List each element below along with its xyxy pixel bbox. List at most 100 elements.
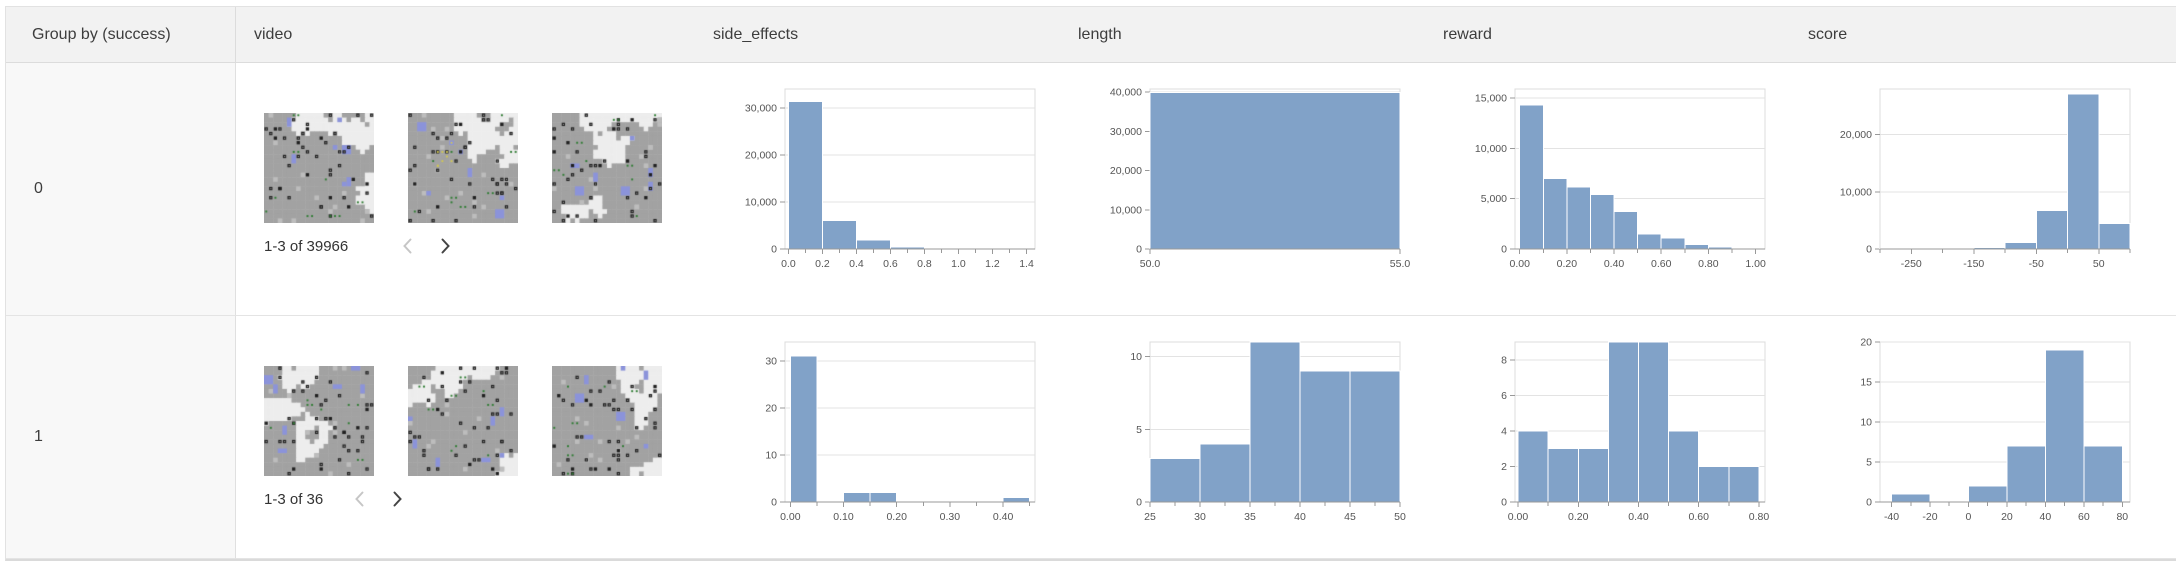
svg-text:0.20: 0.20 xyxy=(1557,258,1578,270)
svg-text:0.40: 0.40 xyxy=(1628,511,1649,523)
svg-text:80: 80 xyxy=(2116,511,2128,523)
video-cell: 1-3 of 39966 xyxy=(236,63,701,316)
column-header-length[interactable]: length xyxy=(1066,7,1431,63)
video-thumbnails xyxy=(264,366,701,476)
svg-text:40: 40 xyxy=(1294,511,1306,523)
svg-text:6: 6 xyxy=(1501,390,1507,402)
score-histogram-row-0[interactable]: 0 10,000 20,000 -250 -150 -50 50 xyxy=(1796,63,2176,316)
svg-text:0.60: 0.60 xyxy=(1689,511,1710,523)
next-page-button[interactable] xyxy=(386,488,408,510)
group-value-cell: 1 xyxy=(6,316,236,559)
video-cell: 1-3 of 36 xyxy=(236,316,701,559)
svg-text:0: 0 xyxy=(771,244,777,256)
video-thumbnail[interactable] xyxy=(408,366,518,476)
svg-text:20,000: 20,000 xyxy=(1110,165,1142,177)
svg-text:10: 10 xyxy=(1860,417,1872,429)
svg-text:10: 10 xyxy=(1130,351,1142,363)
pagination-label: 1-3 of 36 xyxy=(264,490,324,508)
svg-text:30,000: 30,000 xyxy=(745,102,777,114)
svg-text:30,000: 30,000 xyxy=(1110,126,1142,138)
histogram-chart: 0 5 10 15 20 -40 -20 0 20 40 60 80 xyxy=(1824,336,2140,533)
svg-text:10,000: 10,000 xyxy=(1110,204,1142,216)
chevron-right-icon xyxy=(441,238,450,254)
length-histogram-row-1[interactable]: 0 5 10 25 30 35 40 45 50 xyxy=(1066,316,1431,559)
svg-text:-40: -40 xyxy=(1884,511,1899,523)
svg-text:50: 50 xyxy=(2093,258,2105,270)
svg-text:4: 4 xyxy=(1501,425,1507,437)
reward-histogram-row-0[interactable]: 0 5,000 10,000 15,000 0.00 0.20 0.40 0.60 0.80 1.… xyxy=(1431,63,1796,316)
svg-text:0: 0 xyxy=(1136,244,1142,256)
svg-text:0.00: 0.00 xyxy=(1508,511,1529,523)
histogram-chart: 0 10,000 20,000 30,000 0.0 0.2 0.4 0.6 0.8 1.0 1.2… xyxy=(729,83,1045,280)
svg-text:0.60: 0.60 xyxy=(1651,258,1672,270)
svg-text:20,000: 20,000 xyxy=(745,149,777,161)
svg-text:10,000: 10,000 xyxy=(745,196,777,208)
column-header-side-effects[interactable]: side_effects xyxy=(701,7,1066,63)
svg-text:15: 15 xyxy=(1860,377,1872,389)
svg-text:1.2: 1.2 xyxy=(985,258,1000,270)
svg-text:50.0: 50.0 xyxy=(1140,258,1161,270)
svg-text:20,000: 20,000 xyxy=(1840,129,1872,141)
next-page-button[interactable] xyxy=(434,235,456,257)
svg-text:0: 0 xyxy=(771,497,777,509)
video-thumbnail[interactable] xyxy=(552,113,662,223)
chevron-left-icon xyxy=(354,491,363,507)
side-effects-histogram-row-0[interactable]: 0 10,000 20,000 30,000 0.0 0.2 0.4 0.6 0.8 1.0 1.2… xyxy=(701,63,1066,316)
svg-text:1.0: 1.0 xyxy=(951,258,966,270)
reward-histogram-row-1[interactable]: 0 2 4 6 8 0.00 0.20 0.40 0.60 0.80 xyxy=(1431,316,1796,559)
column-header-label: side_effects xyxy=(713,25,799,43)
histogram-chart: 0 5,000 10,000 15,000 0.00 0.20 0.40 0.60 0.80 1.… xyxy=(1459,83,1775,280)
column-header-video[interactable]: video xyxy=(236,7,701,63)
histogram-chart: 0 10,000 20,000 30,000 40,000 50.0 55.0 xyxy=(1094,83,1411,280)
svg-text:10,000: 10,000 xyxy=(1475,143,1507,155)
svg-text:20: 20 xyxy=(765,402,777,414)
svg-text:5,000: 5,000 xyxy=(1481,193,1507,205)
column-header-group-by[interactable]: Group by (success) xyxy=(6,7,236,63)
svg-text:30: 30 xyxy=(765,355,777,367)
side-effects-histogram-row-1[interactable]: 0 10 20 30 0.00 0.10 0.20 0.30 0.40 xyxy=(701,316,1066,559)
svg-text:0.40: 0.40 xyxy=(1604,258,1625,270)
svg-text:0: 0 xyxy=(1136,497,1142,509)
group-value: 1 xyxy=(34,428,43,445)
column-header-label: score xyxy=(1808,25,1848,43)
svg-text:8: 8 xyxy=(1501,354,1507,366)
column-header-reward[interactable]: reward xyxy=(1431,7,1796,63)
video-thumbnail[interactable] xyxy=(264,366,374,476)
video-thumbnail[interactable] xyxy=(552,366,662,476)
video-pager: 1-3 of 36 xyxy=(264,488,701,510)
video-pager: 1-3 of 39966 xyxy=(264,235,701,257)
video-thumbnail[interactable] xyxy=(264,113,374,223)
histogram-chart: 0 2 4 6 8 0.00 0.20 0.40 0.60 0.80 xyxy=(1459,336,1775,533)
svg-text:30: 30 xyxy=(1194,511,1206,523)
svg-text:-150: -150 xyxy=(1963,258,1984,270)
grouped-table: Group by (success) video side_effects le… xyxy=(5,6,2176,561)
svg-text:10,000: 10,000 xyxy=(1840,186,1872,198)
svg-text:0.20: 0.20 xyxy=(886,511,907,523)
column-header-label: video xyxy=(254,25,293,43)
svg-text:0.4: 0.4 xyxy=(849,258,864,270)
video-thumbnails xyxy=(264,113,701,223)
column-header-score[interactable]: score xyxy=(1796,7,2176,63)
svg-text:0.80: 0.80 xyxy=(1698,258,1719,270)
svg-text:0.2: 0.2 xyxy=(815,258,830,270)
svg-text:0.8: 0.8 xyxy=(917,258,932,270)
video-thumbnail[interactable] xyxy=(408,113,518,223)
svg-text:40: 40 xyxy=(2040,511,2052,523)
length-histogram-row-0[interactable]: 0 10,000 20,000 30,000 40,000 50.0 55.0 xyxy=(1066,63,1431,316)
column-header-label: length xyxy=(1078,25,1122,43)
svg-text:25: 25 xyxy=(1144,511,1156,523)
svg-text:55.0: 55.0 xyxy=(1390,258,1410,270)
svg-text:1.4: 1.4 xyxy=(1019,258,1034,270)
svg-text:0: 0 xyxy=(1501,244,1507,256)
svg-text:0.20: 0.20 xyxy=(1568,511,1589,523)
svg-text:0: 0 xyxy=(1866,244,1872,256)
svg-text:0.0: 0.0 xyxy=(781,258,796,270)
svg-text:2: 2 xyxy=(1501,461,1507,473)
svg-text:-50: -50 xyxy=(2029,258,2044,270)
svg-text:0.30: 0.30 xyxy=(940,511,961,523)
prev-page-button[interactable] xyxy=(348,488,370,510)
svg-text:-20: -20 xyxy=(1922,511,1937,523)
score-histogram-row-1[interactable]: 0 5 10 15 20 -40 -20 0 20 40 60 80 xyxy=(1796,316,2176,559)
prev-page-button[interactable] xyxy=(396,235,418,257)
svg-text:0: 0 xyxy=(1966,511,1972,523)
